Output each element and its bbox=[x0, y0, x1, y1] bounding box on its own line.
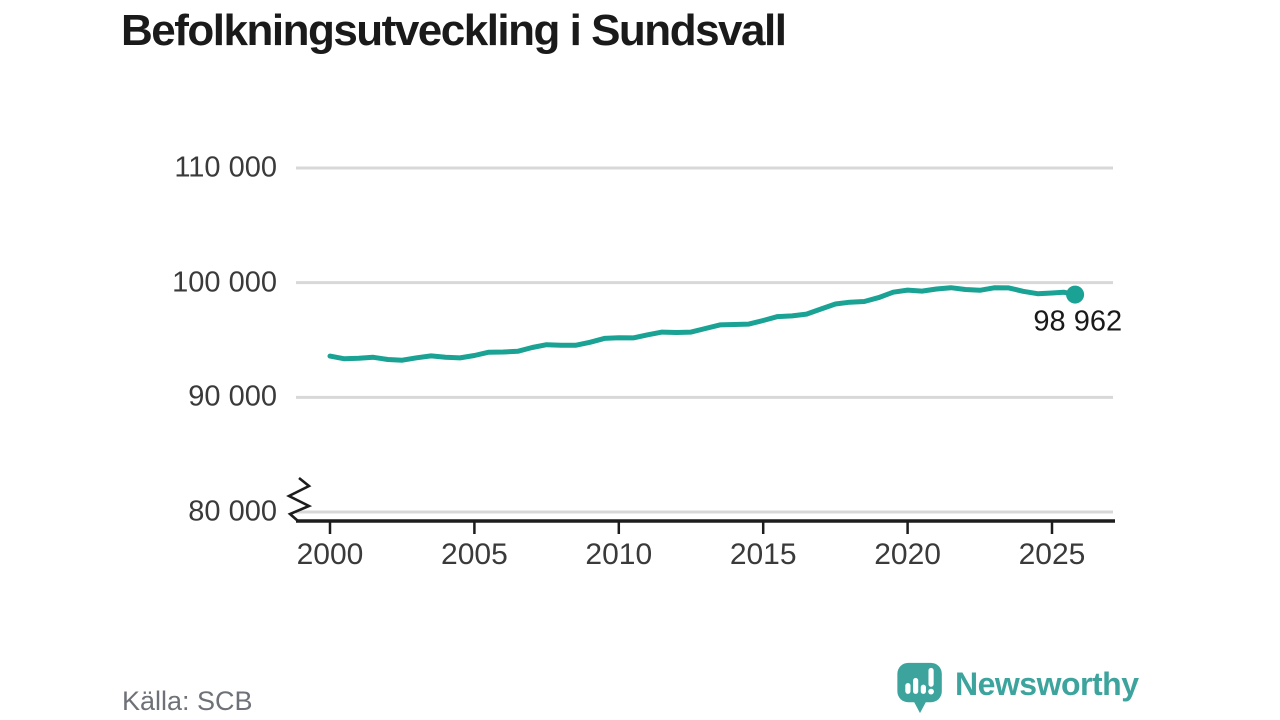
newsworthy-logo-icon bbox=[897, 662, 942, 714]
y-axis-label: 110 000 bbox=[174, 151, 277, 184]
y-axis-label: 90 000 bbox=[188, 380, 277, 413]
newsworthy-brand: Newsworthy bbox=[896, 662, 1139, 714]
x-axis-label: 2020 bbox=[874, 538, 941, 571]
source-caption: Källa: SCB bbox=[122, 686, 253, 716]
x-axis-label: 2000 bbox=[296, 538, 364, 571]
x-axis-label: 2010 bbox=[585, 538, 653, 571]
x-axis-label: 2025 bbox=[1018, 538, 1086, 571]
x-axis-label: 2015 bbox=[729, 538, 797, 571]
last-point-marker bbox=[1066, 285, 1085, 304]
x-axis-label: 2005 bbox=[441, 538, 508, 571]
chart-title: Befolkningsutveckling i Sundsvall bbox=[121, 6, 787, 55]
last-value-label: 98 962 bbox=[1033, 306, 1122, 338]
axis-break-icon bbox=[286, 476, 313, 522]
population-line bbox=[327, 285, 1078, 363]
newsworthy-wordmark: Newsworthy bbox=[955, 665, 1139, 702]
y-axis-label: 80 000 bbox=[188, 495, 277, 528]
y-axis-label: 100 000 bbox=[172, 266, 277, 299]
